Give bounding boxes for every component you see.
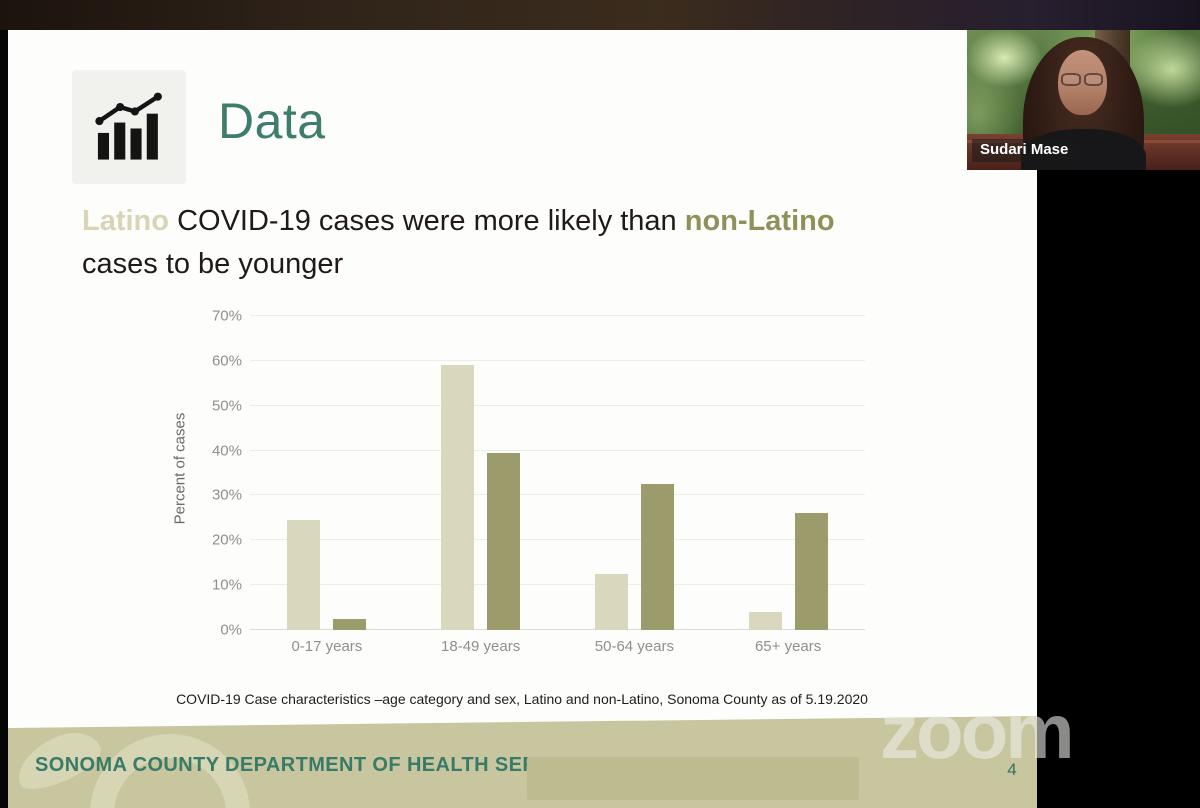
chart-source-caption: COVID-19 Case characteristics –age categ…	[176, 691, 868, 707]
bar-group	[711, 316, 865, 630]
slide-page-number: 4	[1007, 760, 1017, 779]
bar-group	[558, 316, 712, 630]
gridline	[250, 449, 865, 451]
gridline	[250, 494, 865, 496]
footer-banner: SONOMA COUNTY DEPARTMENT OF HEALTH SERVI…	[8, 716, 1037, 808]
y-tick-label: 50%	[211, 397, 242, 415]
gridline	[250, 359, 865, 361]
slide-heading: Latino COVID-19 cases were more likely t…	[82, 200, 922, 286]
bar-chart-icon-glyph	[95, 92, 162, 160]
gridline	[250, 315, 865, 316]
glasses-lens	[1061, 73, 1082, 86]
participant-name-label: Sudari Mase	[972, 139, 1079, 162]
zoom-watermark: zoom	[880, 687, 1075, 775]
heading-highlight-non-latino: non-Latino	[684, 205, 835, 237]
bar-latino	[748, 612, 782, 630]
heading-line2: cases to be younger	[82, 248, 344, 280]
y-tick-label: 40%	[211, 442, 242, 460]
bar-latino	[594, 573, 628, 630]
chart-groups	[250, 316, 865, 630]
bar-group	[404, 316, 558, 630]
y-tick-label: 70%	[211, 307, 242, 325]
presentation-slide: Data Latino COVID-19 cases were more lik…	[8, 30, 1037, 808]
heading-middle-text: COVID-19 cases were more likely than	[177, 205, 677, 237]
x-axis-labels: 0-17 years 18-49 years 50-64 years 65+ year…	[250, 638, 865, 655]
gridline	[250, 629, 865, 630]
x-tick-label: 65+ years	[754, 638, 822, 655]
footer-blurred-region	[527, 757, 859, 800]
y-axis-ticks: 0% 10% 20% 30% 40% 50% 60% 70%	[158, 308, 242, 639]
bar-non-latino	[487, 452, 521, 630]
gridline	[250, 584, 865, 586]
bar-group	[250, 316, 404, 630]
footer-organization: SONOMA COUNTY DEPARTMENT OF HEALTH SERVI…	[35, 754, 599, 776]
y-tick-label: 20%	[211, 531, 242, 549]
participant-video: Sudari Mase	[967, 30, 1200, 170]
gridline	[250, 539, 865, 541]
bar-non-latino	[794, 513, 828, 630]
y-tick-label: 0%	[220, 621, 242, 639]
chart-gridlines	[250, 315, 865, 630]
bar-latino	[441, 365, 475, 630]
x-tick-label: 0-17 years	[291, 638, 363, 655]
participant-glasses	[1061, 73, 1104, 86]
chart-plot	[250, 315, 865, 630]
bar-latino	[287, 520, 321, 630]
page-title: Data	[218, 93, 326, 149]
y-tick-label: 10%	[211, 576, 242, 594]
glasses-lens	[1083, 73, 1104, 86]
gridline	[250, 404, 865, 406]
x-tick-label: 50-64 years	[594, 638, 674, 655]
x-tick-label: 18-49 years	[441, 638, 521, 655]
bar-chart-icon	[72, 70, 186, 184]
heading-highlight-latino: Latino	[82, 205, 169, 237]
bar-non-latino	[640, 484, 674, 630]
y-tick-label: 30%	[211, 486, 242, 504]
window-top-bar	[0, 0, 1200, 30]
bar-non-latino	[333, 618, 367, 630]
y-tick-label: 60%	[211, 352, 242, 370]
